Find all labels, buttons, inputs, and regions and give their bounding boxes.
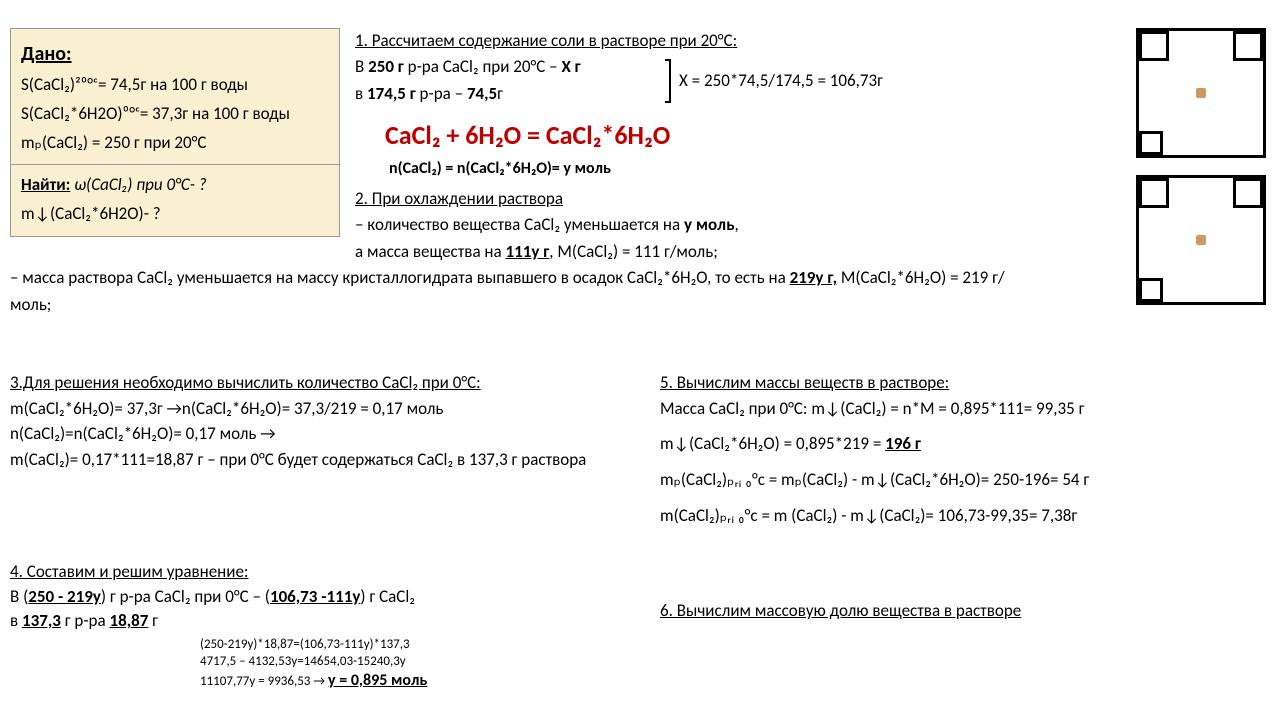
step5-heading: 5. Вычислим массы веществ в растворе:	[660, 372, 949, 393]
step4-l1: В (250 - 219у) г р-ра CaСl₂ при 0°С – (1…	[10, 585, 640, 610]
step3-l3: m(CaCl₂)= 0,17*111=18,87 г – при 0°С буд…	[10, 447, 640, 473]
section-5: 5. Вычислим массы веществ в растворе: Ма…	[660, 370, 1270, 530]
given-panel: Дано: S(CaCl₂)²⁰°ᶜ= 74,5г на 100 г воды …	[10, 28, 340, 237]
step5-l3: mₚ(CaCl₂)ₚᵣᵢ ₀°c = mₚ(CaCl₂) - m↓(CaCl₂*…	[660, 467, 1270, 493]
given-s2: S(CaCl₂*6H2O)⁰°ᶜ= 37,3г на 100 г воды	[21, 100, 329, 129]
step4-heading: 4. Составим и решим уравнение:	[10, 561, 248, 582]
section-6: 6. Вычислим массовую долю вещества в рас…	[660, 600, 1270, 621]
find-row: Найти: ω(CaCl₂) при 0°С- ?	[21, 171, 329, 200]
step1-heading: 1. Рассчитаем содержание соли в растворе…	[355, 28, 1045, 54]
step2-heading: 2. При охлаждении раствора	[355, 186, 1045, 212]
step3-heading: 3.Для решения необходимо вычислить колич…	[10, 372, 481, 393]
qr-code-icon	[1136, 28, 1266, 158]
step6-heading: 6. Вычислим массовую долю вещества в рас…	[660, 600, 1021, 621]
main-solution: 1. Рассчитаем содержание соли в растворе…	[355, 28, 1045, 318]
step3-l1: m(CaCl₂*6H₂O)= 37,3г →n(CaCl₂*6H₂O)= 37,…	[10, 396, 640, 422]
step5-l4: m(CaCl₂)ₚᵣᵢ ₀°c = m (CaCl₂) - m↓(CaCl₂)=…	[660, 503, 1270, 529]
step1-calc: X = 250*74,5/174,5 = 106,73г	[679, 68, 883, 94]
step5-l1: Масса CaCl₂ при 0°С: m↓(CaCl₂) = n*M = 0…	[660, 396, 1270, 422]
given-mp: mₚ(CaCl₂) = 250 г при 20°С	[21, 129, 329, 158]
given-title: Дано:	[21, 37, 329, 71]
step4-l2: в 137,3 г р-ра 18,87 г	[10, 609, 640, 634]
proportion-1: В 250 г р-ра CaСl₂ при 20°С – Х г в 174,…	[355, 54, 665, 107]
step4-c3: 11107,77у = 9936,53 → у = 0,895 моль	[200, 671, 640, 692]
qr-code-icon	[1136, 175, 1266, 305]
step4-c2: 4717,5 – 4132,53у=14654,03-15240,3у	[200, 654, 640, 671]
step3-l2: n(CaCl₂)=n(CaCl₂*6H₂O)= 0,17 моль →	[10, 421, 640, 447]
eq-note: n(CaCl₂) = n(CaCl₂*6H₂O)= у моль	[389, 157, 1045, 182]
section-4: 4. Составим и решим уравнение: В (250 - …	[10, 560, 640, 692]
step2-l2: а масса вещества на 111у г, M(CaCl₂) = 1…	[355, 239, 1045, 265]
step2-l3: – масса раствора CaCl₂ уменьшается на ма…	[10, 265, 1045, 318]
divider	[11, 164, 339, 165]
step4-c1: (250-219у)*18,87=(106,73-111у)*137,3	[200, 637, 640, 654]
step2-l1: – количество вещества CaCl₂ уменьшается …	[355, 212, 1045, 238]
given-s1: S(CaCl₂)²⁰°ᶜ= 74,5г на 100 г воды	[21, 71, 329, 100]
step5-l2: m↓(CaCl₂*6H₂O) = 0,895*219 = 196 г	[660, 431, 1270, 457]
find-2: m↓(CaCl₂*6H2O)- ?	[21, 200, 329, 229]
section-3: 3.Для решения необходимо вычислить колич…	[10, 370, 640, 472]
main-equation: CaCl₂ + 6H₂O = CaCl₂*6H₂O	[385, 115, 1045, 155]
